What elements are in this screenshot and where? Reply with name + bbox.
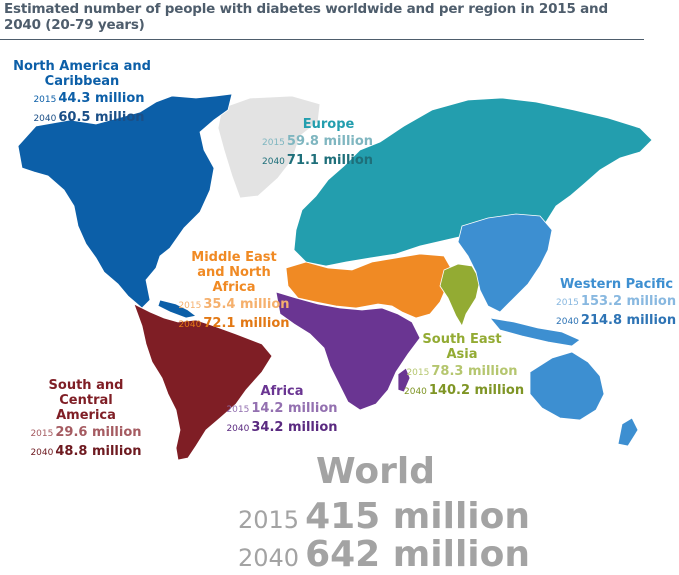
europe-2040-value: 71.1 million	[286, 153, 374, 168]
caribbean-islands	[157, 299, 197, 319]
mena-2040-year: 2040	[178, 320, 202, 330]
africa-label: Africa 2015 14.2 million 2040 34.2 million	[226, 384, 338, 437]
world-title: World	[316, 451, 436, 492]
south-east-asia-label: South East Asia 2015 78.3 million 2040 140…	[404, 332, 524, 400]
africa-2040-row: 2040 34.2 million	[226, 418, 338, 437]
north-america-2040-value: 60.5 million	[58, 110, 145, 125]
western-pacific-2040-row: 2040 214.8 million	[556, 311, 676, 330]
africa-2040-year: 2040	[226, 424, 250, 434]
new-zealand-island	[617, 417, 639, 447]
europe-name: Europe	[302, 117, 355, 132]
mena-region[interactable]	[285, 253, 453, 319]
south-east-asia-name: South East Asia	[422, 332, 502, 362]
africa-2015-value: 14.2 million	[251, 401, 338, 416]
south-east-asia-2040-row: 2040 140.2 million	[404, 381, 524, 400]
south-east-asia-2015-value: 78.3 million	[431, 364, 518, 379]
europe-2015-year: 2015	[262, 138, 285, 148]
western-pacific-2040-year: 2040	[556, 317, 579, 327]
south-central-america-2040-value: 48.8 million	[55, 444, 142, 459]
europe-label: Europe 2015 59.8 million 2040 71.1 million	[262, 117, 373, 170]
north-america-name: North America and Caribbean	[13, 59, 151, 89]
madagascar-island	[397, 367, 411, 393]
world-2040-year: 2040	[238, 544, 300, 572]
western-pacific-2015-row: 2015 153.2 million	[556, 292, 676, 311]
south-central-america-region[interactable]	[133, 303, 273, 461]
world-2015-year: 2015	[238, 506, 300, 534]
mena-2015-row: 2015 35.4 million	[177, 295, 291, 314]
europe-region[interactable]	[293, 97, 653, 267]
mena-2015-value: 35.4 million	[203, 297, 290, 312]
europe-2015-row: 2015 59.8 million	[262, 132, 373, 151]
africa-2015-row: 2015 14.2 million	[226, 399, 338, 418]
western-pacific-2015-year: 2015	[556, 298, 579, 308]
south-east-asia-2015-year: 2015	[406, 368, 430, 378]
mena-label: Middle East and North Africa 2015 35.4 mi…	[177, 250, 291, 333]
greenland-region[interactable]	[217, 95, 321, 199]
world-2040-row: 2040 642 million	[238, 534, 530, 575]
north-america-2015-year: 2015	[33, 95, 57, 105]
western-pacific-2015-value: 153.2 million	[580, 294, 677, 309]
africa-2015-year: 2015	[226, 405, 250, 415]
world-2040-value: 642 million	[305, 534, 530, 575]
western-pacific-2040-value: 214.8 million	[580, 313, 677, 328]
south-central-america-2015-year: 2015	[30, 429, 54, 439]
australia-region[interactable]	[529, 351, 605, 421]
north-america-2040-year: 2040	[33, 114, 57, 124]
south-central-america-name: South and Central America	[48, 378, 124, 423]
world-2015-row: 2015 415 million	[238, 496, 530, 537]
africa-2040-value: 34.2 million	[251, 420, 338, 435]
south-central-america-2040-year: 2040	[30, 448, 54, 458]
south-central-america-2040-row: 2040 48.8 million	[28, 442, 144, 461]
western-pacific-name: Western Pacific	[560, 277, 674, 292]
mena-2015-year: 2015	[178, 301, 202, 311]
mena-2040-value: 72.1 million	[203, 316, 290, 331]
africa-region[interactable]	[275, 291, 421, 411]
south-east-asia-2040-value: 140.2 million	[428, 383, 525, 398]
western-pacific-label: Western Pacific 2015 153.2 million 2040 21…	[556, 277, 676, 330]
north-america-2015-value: 44.3 million	[58, 91, 145, 106]
south-central-america-label: South and Central America 2015 29.6 milli…	[28, 378, 144, 461]
chart-title: Estimated number of people with diabetes…	[4, 1, 608, 33]
north-america-2040-row: 2040 60.5 million	[12, 108, 152, 127]
mena-2040-row: 2040 72.1 million	[177, 314, 291, 333]
title-divider	[0, 39, 644, 40]
western-pacific-islands	[489, 317, 581, 347]
north-america-label: North America and Caribbean 2015 44.3 mil…	[12, 59, 152, 127]
europe-2015-value: 59.8 million	[286, 134, 374, 149]
north-america-region[interactable]	[17, 93, 233, 309]
south-central-america-2015-value: 29.6 million	[55, 425, 142, 440]
africa-name: Africa	[260, 384, 304, 399]
south-east-asia-region[interactable]	[439, 263, 481, 327]
mena-name: Middle East and North Africa	[191, 250, 277, 295]
south-central-america-2015-row: 2015 29.6 million	[28, 423, 144, 442]
western-pacific-region[interactable]	[457, 213, 553, 313]
europe-2040-year: 2040	[262, 157, 285, 167]
north-america-2015-row: 2015 44.3 million	[12, 89, 152, 108]
europe-2040-row: 2040 71.1 million	[262, 151, 373, 170]
south-east-asia-2040-year: 2040	[404, 387, 427, 397]
world-2015-value: 415 million	[305, 496, 530, 537]
south-east-asia-2015-row: 2015 78.3 million	[404, 362, 520, 381]
